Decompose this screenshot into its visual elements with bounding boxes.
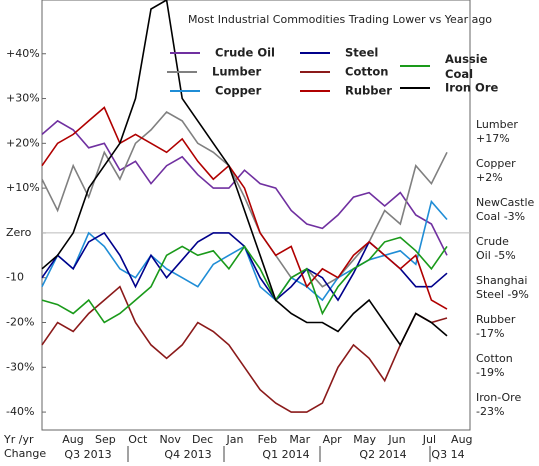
axis-caption: Change	[4, 447, 46, 460]
annotation: Lumber	[476, 118, 518, 131]
y-tick-label: Zero	[6, 226, 32, 239]
annotation: Coal -3%	[476, 210, 525, 223]
annotation: Shanghai	[476, 274, 527, 287]
series-line	[41, 285, 448, 413]
legend-label: Cotton	[345, 65, 388, 79]
legend-label: Lumber	[212, 65, 262, 79]
y-tick-label: -20%	[6, 316, 34, 329]
quarter-label: Q2 2014	[359, 448, 406, 461]
quarter-label: Q1 2014	[262, 448, 309, 461]
y-tick-label: +30%	[6, 92, 40, 105]
x-tick-label: Jul	[422, 433, 436, 446]
y-tick-label: -40%	[6, 405, 34, 418]
y-tick-label: +20%	[6, 136, 40, 149]
legend-label: Iron Ore	[445, 81, 498, 95]
legend-label: Aussie Coal	[445, 52, 488, 81]
x-tick-label: May	[353, 433, 376, 446]
annotation: -19%	[476, 366, 504, 379]
series-line	[41, 231, 448, 302]
series-line	[41, 106, 448, 310]
legend-label: Steel	[345, 46, 378, 60]
annotation: Rubber	[476, 313, 516, 326]
annotation: Copper	[476, 157, 516, 170]
axis-caption: Yr /yr	[3, 433, 34, 446]
annotation: Crude	[476, 235, 509, 248]
series-line	[41, 110, 448, 288]
y-tick-label: -30%	[6, 360, 34, 373]
series-line	[41, 199, 448, 302]
annotation: Cotton	[476, 352, 513, 365]
x-tick-label: Jun	[387, 433, 405, 446]
x-tick-label: Jan	[226, 433, 244, 446]
annotation: Oil -5%	[476, 249, 516, 262]
annotation: Iron-Ore	[476, 391, 521, 404]
annotation: -17%	[476, 327, 504, 340]
annotation: NewCastle	[476, 196, 535, 209]
quarter-label: Q3 2013	[64, 448, 111, 461]
x-tick-label: Nov	[159, 433, 181, 446]
x-tick-label: Dec	[192, 433, 213, 446]
quarter-label: Q3 14	[431, 448, 464, 461]
y-tick-label: +40%	[6, 47, 40, 60]
series-line	[41, 236, 448, 324]
legend-label: Rubber	[345, 84, 392, 98]
annotation: -23%	[476, 405, 504, 418]
plot-frame	[41, 0, 471, 431]
legend-label: Crude Oil	[215, 46, 275, 60]
annotation: +2%	[476, 171, 503, 184]
chart-title: Most Industrial Commodities Trading Lowe…	[188, 13, 492, 26]
x-tick-label: Feb	[258, 433, 277, 446]
quarter-label: Q4 2013	[164, 448, 211, 461]
series-line	[41, 0, 448, 347]
annotation: +17%	[476, 132, 510, 145]
x-tick-label: Apr	[323, 433, 343, 446]
y-tick-label: -10	[6, 271, 24, 284]
y-tick-label: +10%	[6, 181, 40, 194]
legend-label: Copper	[215, 84, 262, 98]
x-tick-label: Mar	[289, 433, 310, 446]
annotation: Steel -9%	[476, 288, 529, 301]
x-tick-label: Aug	[62, 433, 83, 446]
x-tick-label: Sep	[95, 433, 116, 446]
x-tick-label: Oct	[128, 433, 148, 446]
x-tick-label: Aug	[451, 433, 472, 446]
series-line	[41, 119, 448, 256]
